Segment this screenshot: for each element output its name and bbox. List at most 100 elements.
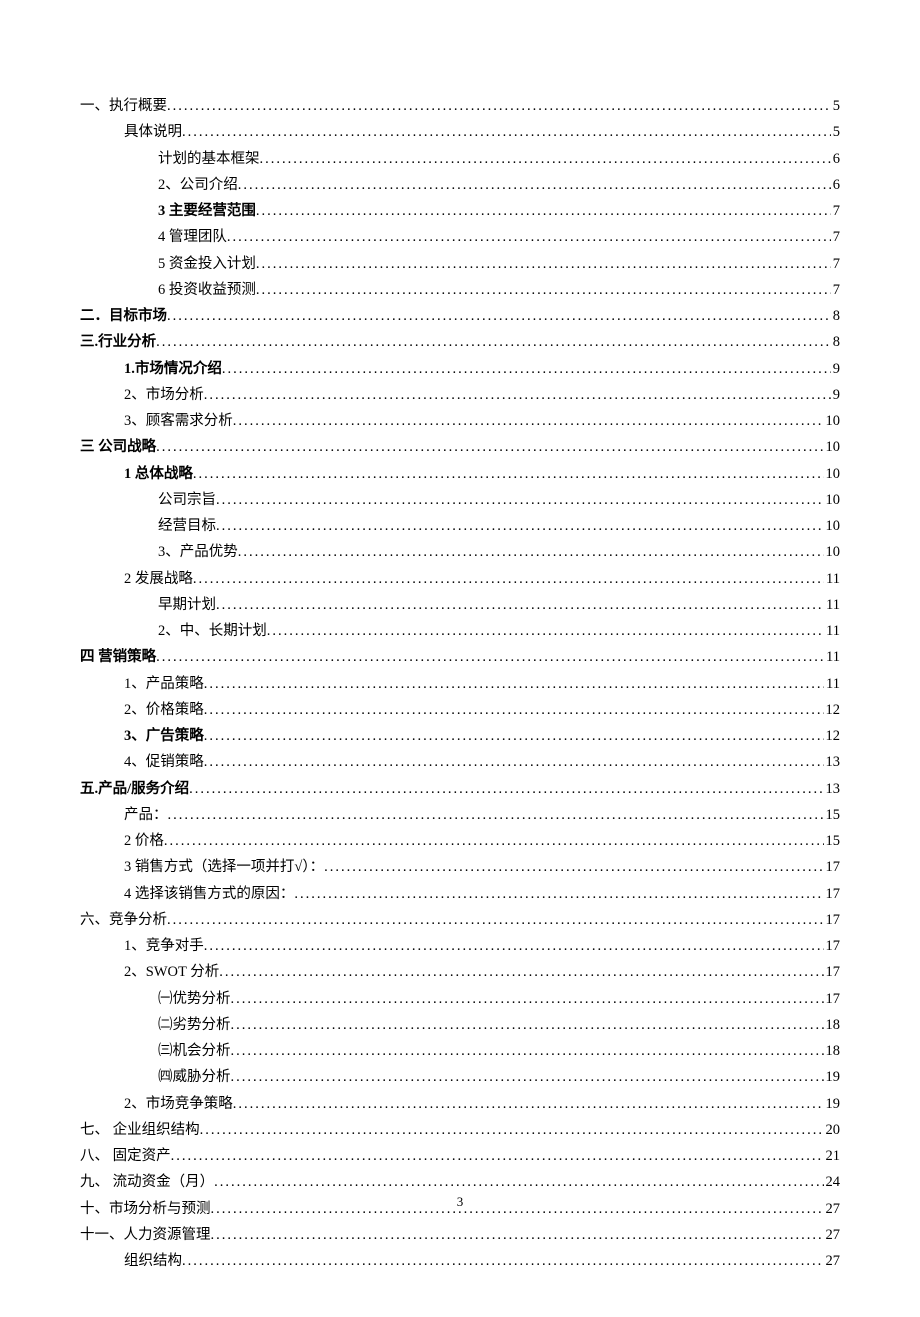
toc-leader-dots bbox=[167, 96, 831, 118]
toc-label: 经营目标 bbox=[158, 516, 216, 538]
toc-page-number: 12 bbox=[824, 700, 841, 722]
toc-page-number: 19 bbox=[824, 1067, 841, 1089]
toc-leader-dots bbox=[222, 359, 831, 381]
toc-entry: 八、 固定资产21 bbox=[80, 1146, 840, 1168]
toc-page-number: 11 bbox=[824, 621, 840, 643]
toc-label: 公司宗旨 bbox=[158, 490, 216, 512]
toc-label: 一、执行概要 bbox=[80, 96, 167, 118]
toc-label: 组织结构 bbox=[124, 1251, 182, 1273]
toc-entry: 2、价格策略12 bbox=[80, 700, 840, 722]
toc-leader-dots bbox=[216, 490, 824, 512]
toc-entry: 2、市场竞争策略 19 bbox=[80, 1094, 840, 1116]
toc-entry: 早期计划11 bbox=[80, 595, 840, 617]
toc-label: 4 选择该销售方式的原因： bbox=[124, 884, 294, 906]
toc-label: ㈢机会分析 bbox=[158, 1041, 231, 1063]
toc-page-number: 10 bbox=[824, 516, 841, 538]
toc-page-number: 15 bbox=[824, 805, 841, 827]
toc-page-number: 13 bbox=[824, 752, 841, 774]
toc-entry: 三 公司战略 10 bbox=[80, 437, 840, 459]
toc-page-number: 13 bbox=[824, 779, 841, 801]
toc-leader-dots bbox=[167, 910, 824, 932]
toc-page-number: 15 bbox=[824, 831, 841, 853]
toc-label: ㈡劣势分析 bbox=[158, 1015, 231, 1037]
toc-entry: 3 销售方式（选择一项并打√）：17 bbox=[80, 857, 840, 879]
toc-entry: 4 管理团队7 bbox=[80, 227, 840, 249]
toc-entry: 2 价格 15 bbox=[80, 831, 840, 853]
toc-entry: 十一、人力资源管理27 bbox=[80, 1225, 840, 1247]
toc-page-number: 10 bbox=[824, 542, 841, 564]
toc-leader-dots bbox=[294, 884, 823, 906]
toc-page-number: 8 bbox=[831, 306, 840, 328]
toc-label: 五.产品/服务介绍 bbox=[80, 779, 189, 801]
toc-leader-dots bbox=[200, 1120, 824, 1142]
toc-label: 1.市场情况介绍 bbox=[124, 359, 222, 381]
toc-leader-dots bbox=[204, 752, 824, 774]
toc-page-number: 5 bbox=[831, 96, 840, 118]
toc-page-number: 17 bbox=[824, 857, 841, 879]
toc-leader-dots bbox=[193, 569, 824, 591]
page-number: 3 bbox=[0, 1194, 920, 1210]
toc-label: 2 价格 bbox=[124, 831, 164, 853]
toc-leader-dots bbox=[231, 1067, 824, 1089]
toc-page-number: 20 bbox=[824, 1120, 841, 1142]
toc-leader-dots bbox=[238, 175, 831, 197]
toc-entry: 三.行业分析 8 bbox=[80, 332, 840, 354]
toc-page-number: 11 bbox=[824, 595, 840, 617]
toc-entry: 六、竞争分析17 bbox=[80, 910, 840, 932]
toc-entry: 3、顾客需求分析10 bbox=[80, 411, 840, 433]
toc-label: 6 投资收益预测 bbox=[158, 280, 256, 302]
toc-leader-dots bbox=[233, 1094, 824, 1116]
toc-entry: 七、 企业组织结构20 bbox=[80, 1120, 840, 1142]
toc-leader-dots bbox=[182, 122, 831, 144]
toc-entry: 1.市场情况介绍 9 bbox=[80, 359, 840, 381]
toc-leader-dots bbox=[182, 1251, 824, 1273]
toc-entry: ㈡劣势分析18 bbox=[80, 1015, 840, 1037]
toc-label: 产品： bbox=[124, 805, 168, 827]
table-of-contents: 一、执行概要5具体说明5计划的基本框架62、公司介绍63 主要经营范围 74 管… bbox=[80, 96, 840, 1273]
toc-entry: 公司宗旨10 bbox=[80, 490, 840, 512]
toc-leader-dots bbox=[204, 700, 824, 722]
toc-entry: ㈠优势分析17 bbox=[80, 989, 840, 1011]
toc-entry: 2、中、长期计划 11 bbox=[80, 621, 840, 643]
toc-label: 2、市场竞争策略 bbox=[124, 1094, 233, 1116]
toc-leader-dots bbox=[260, 149, 831, 171]
toc-leader-dots bbox=[204, 385, 831, 407]
toc-leader-dots bbox=[204, 726, 824, 748]
toc-page-number: 10 bbox=[824, 437, 841, 459]
toc-label: 六、竞争分析 bbox=[80, 910, 167, 932]
toc-leader-dots bbox=[227, 227, 831, 249]
toc-entry: 九、 流动资金（月）24 bbox=[80, 1172, 840, 1194]
toc-leader-dots bbox=[324, 857, 823, 879]
toc-leader-dots bbox=[211, 1225, 824, 1247]
toc-label: 三 公司战略 bbox=[80, 437, 156, 459]
toc-entry: 2、市场分析9 bbox=[80, 385, 840, 407]
toc-entry: 2、SWOT 分析 17 bbox=[80, 962, 840, 984]
toc-label: 九、 流动资金（月） bbox=[80, 1172, 214, 1194]
toc-entry: ㈣威胁分析19 bbox=[80, 1067, 840, 1089]
toc-page-number: 19 bbox=[824, 1094, 841, 1116]
toc-entry: 二．目标市场 8 bbox=[80, 306, 840, 328]
toc-leader-dots bbox=[189, 779, 823, 801]
toc-entry: 1、竞争对手17 bbox=[80, 936, 840, 958]
toc-entry: 4 选择该销售方式的原因： 17 bbox=[80, 884, 840, 906]
toc-leader-dots bbox=[216, 516, 824, 538]
toc-leader-dots bbox=[204, 936, 824, 958]
toc-leader-dots bbox=[193, 464, 824, 486]
toc-page-number: 10 bbox=[824, 464, 841, 486]
toc-page-number: 17 bbox=[824, 962, 841, 984]
toc-page-number: 17 bbox=[824, 884, 841, 906]
toc-leader-dots bbox=[168, 805, 824, 827]
toc-page-number: 11 bbox=[824, 674, 840, 696]
toc-leader-dots bbox=[156, 647, 824, 669]
toc-label: 具体说明 bbox=[124, 122, 182, 144]
toc-label: 八、 固定资产 bbox=[80, 1146, 171, 1168]
toc-label: 2、中、长期计划 bbox=[158, 621, 267, 643]
toc-label: 计划的基本框架 bbox=[158, 149, 260, 171]
toc-leader-dots bbox=[216, 595, 824, 617]
toc-entry: 具体说明5 bbox=[80, 122, 840, 144]
toc-entry: 五.产品/服务介绍 13 bbox=[80, 779, 840, 801]
toc-entry: 经营目标 10 bbox=[80, 516, 840, 538]
toc-entry: 一、执行概要 5 bbox=[80, 96, 840, 118]
toc-leader-dots bbox=[256, 201, 831, 223]
toc-label: 2、公司介绍 bbox=[158, 175, 238, 197]
